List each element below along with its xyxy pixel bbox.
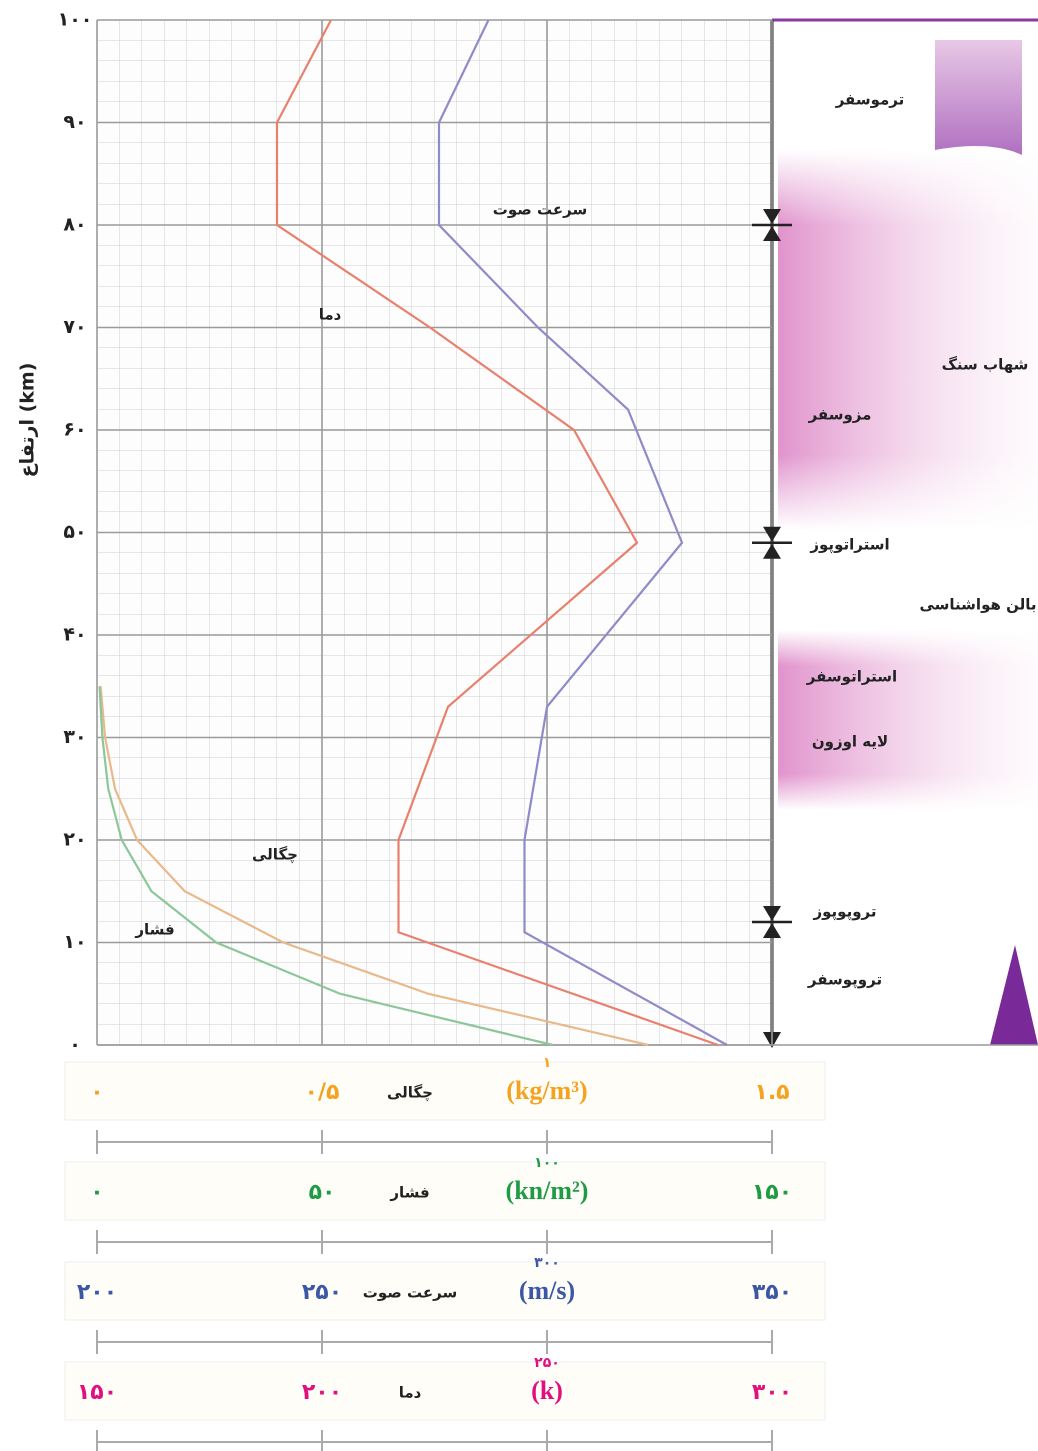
y-tick-label: ۷۰ xyxy=(63,316,86,338)
axis-unit: (m/s) xyxy=(519,1276,575,1305)
layer-label: بالن هواشناسی xyxy=(920,596,1037,614)
series-line xyxy=(437,19,728,1046)
x-tick-label: ۲۰۰ xyxy=(77,1280,117,1305)
axis-panel xyxy=(64,1361,826,1421)
arrow xyxy=(763,906,781,921)
axis-label: فشار xyxy=(389,1184,429,1202)
y-axis-label: ارتفاع (km) xyxy=(17,363,39,478)
x-tick-label: ۲۵۰ xyxy=(302,1280,342,1305)
boundary-marker xyxy=(752,906,792,938)
x-tick-label: ۵۰ xyxy=(309,1180,336,1205)
arrow xyxy=(763,209,781,224)
balloon-marker xyxy=(990,945,1038,1045)
y-tick-label: ۹۰ xyxy=(63,111,86,133)
axis-panel xyxy=(64,1061,826,1121)
y-tick-label: ۱۰۰ xyxy=(58,9,93,31)
axis-panel xyxy=(64,1161,826,1221)
y-tick-label: ۴۰ xyxy=(63,624,86,646)
boundary-marker xyxy=(752,209,792,241)
thermosphere-block xyxy=(935,40,1022,155)
layer-label: مزوسفر xyxy=(808,406,872,424)
y-tick-label: ۰ xyxy=(69,1034,81,1056)
x-tick-label: ۳۰۰ xyxy=(752,1380,792,1405)
layer-label: شهاب سنگ xyxy=(942,356,1029,374)
arrow xyxy=(763,923,781,938)
series-label: چگالی xyxy=(252,846,298,865)
x-tick-label: ۱۵۰ xyxy=(752,1180,792,1205)
layer-label: ترموسفر xyxy=(835,91,905,109)
x-axes: ۰ ۰/۵ ۱ ۱.۵ چگالی (kg/m³) ۰ ۵۰ ۱۰۰ ۱۵۰ فشار (kn/m²)… xyxy=(64,1055,826,1451)
axis-label: دما xyxy=(399,1384,422,1402)
arrow xyxy=(763,226,781,241)
arrow xyxy=(763,543,781,559)
x-tick-label: ۳۰۰ xyxy=(534,1255,560,1271)
y-tick-label: ۸۰ xyxy=(63,214,86,236)
layer-label: استراتوپوز xyxy=(809,536,889,555)
series-label: فشار xyxy=(134,921,174,939)
x-tick-label: ۲۰۰ xyxy=(302,1380,342,1405)
y-tick-label: ۳۰ xyxy=(63,726,86,748)
layer-label: تروپوسفر xyxy=(807,971,882,990)
y-tick-label: ۶۰ xyxy=(63,419,86,441)
x-tick-label: ۲۵۰ xyxy=(534,1355,560,1371)
layer-label: تروپوپوز xyxy=(813,903,877,922)
x-tick-label: ۰ xyxy=(90,1080,103,1105)
axis-panel xyxy=(64,1261,826,1321)
x-tick-label: ۳۵۰ xyxy=(752,1280,792,1305)
series-line xyxy=(275,19,719,1047)
series-label: سرعت صوت xyxy=(493,201,587,219)
axis-unit: (k) xyxy=(531,1376,563,1405)
band-fade xyxy=(778,150,1038,530)
series-label: دما xyxy=(319,306,342,324)
boundary-marker xyxy=(752,526,792,559)
axis-label: چگالی xyxy=(387,1084,433,1103)
axis-unit: (kg/m³) xyxy=(506,1076,587,1105)
layer-label: لایه اوزون xyxy=(812,733,888,751)
x-tick-label: ۰/۵ xyxy=(305,1080,340,1105)
layer-label: استراتوسفر xyxy=(806,668,897,686)
band-fade xyxy=(778,630,1038,810)
y-tick-label: ۱۰ xyxy=(63,931,86,953)
arrow xyxy=(763,526,781,542)
axis-unit: (kn/m²) xyxy=(506,1176,589,1205)
y-tick-label: ۵۰ xyxy=(63,521,86,543)
x-tick-label: ۱۵۰ xyxy=(77,1380,117,1405)
x-tick-label: ۰ xyxy=(90,1180,103,1205)
x-tick-label: ۱.۵ xyxy=(754,1080,789,1105)
series-line xyxy=(98,686,554,1047)
axis-label: سرعت صوت xyxy=(363,1284,457,1302)
x-tick-label: ۱۰۰ xyxy=(534,1155,560,1171)
x-tick-label: ۱ xyxy=(543,1055,552,1071)
y-tick-label: ۲۰ xyxy=(63,829,86,851)
series-line xyxy=(99,686,649,1047)
